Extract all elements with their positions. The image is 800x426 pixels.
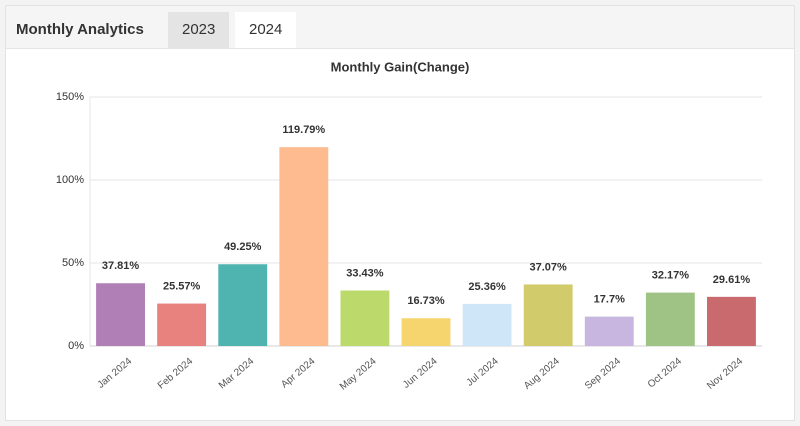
x-tick-label: Feb 2024 bbox=[156, 356, 196, 392]
x-tick-label: May 2024 bbox=[338, 356, 379, 393]
value-label: 17.7% bbox=[594, 294, 625, 306]
value-label: 25.36% bbox=[468, 281, 506, 293]
y-tick-label: 100% bbox=[56, 174, 84, 186]
x-tick-label: Apr 2024 bbox=[279, 356, 317, 391]
value-label: 119.79% bbox=[282, 124, 325, 136]
bar bbox=[401, 318, 451, 346]
bar bbox=[584, 316, 634, 346]
x-tick-label: Jan 2024 bbox=[96, 356, 135, 391]
bar bbox=[462, 303, 512, 346]
y-tick-label: 50% bbox=[62, 257, 84, 269]
panel-title: Monthly Analytics bbox=[16, 21, 144, 38]
value-label: 25.57% bbox=[163, 280, 201, 292]
bar bbox=[96, 283, 145, 346]
value-label: 37.81% bbox=[102, 260, 140, 272]
x-tick-label: Oct 2024 bbox=[646, 356, 684, 391]
bar bbox=[340, 290, 390, 346]
x-tick-label: Sep 2024 bbox=[583, 356, 623, 392]
x-tick-label: Jul 2024 bbox=[465, 356, 501, 389]
tab-bar: Monthly Analytics 2023 2024 bbox=[6, 6, 794, 49]
value-label: 32.17% bbox=[652, 270, 690, 282]
value-label: 16.73% bbox=[407, 295, 445, 307]
bar bbox=[218, 264, 268, 346]
value-label: 33.43% bbox=[346, 267, 384, 279]
x-tick-label: Jun 2024 bbox=[401, 356, 440, 391]
year-tab[interactable]: 2024 bbox=[235, 12, 297, 48]
x-tick-label: Aug 2024 bbox=[522, 356, 562, 392]
x-tick-label: Nov 2024 bbox=[705, 356, 745, 392]
bar bbox=[707, 296, 756, 346]
value-label: 49.25% bbox=[224, 241, 262, 253]
y-tick-label: 0% bbox=[68, 340, 84, 352]
panel: Monthly Analytics 2023 2024 bbox=[5, 5, 795, 421]
value-label: 37.07% bbox=[530, 261, 568, 273]
bar bbox=[523, 284, 573, 346]
x-tick-label: Mar 2024 bbox=[217, 356, 257, 392]
y-tick-label: 150% bbox=[56, 91, 84, 103]
bar bbox=[157, 303, 207, 346]
bar bbox=[279, 147, 329, 346]
chart-title: Monthly Gain(Change) bbox=[331, 59, 470, 74]
value-label: 29.61% bbox=[713, 274, 751, 286]
year-tab[interactable]: 2023 bbox=[168, 12, 230, 48]
bar bbox=[645, 292, 695, 346]
